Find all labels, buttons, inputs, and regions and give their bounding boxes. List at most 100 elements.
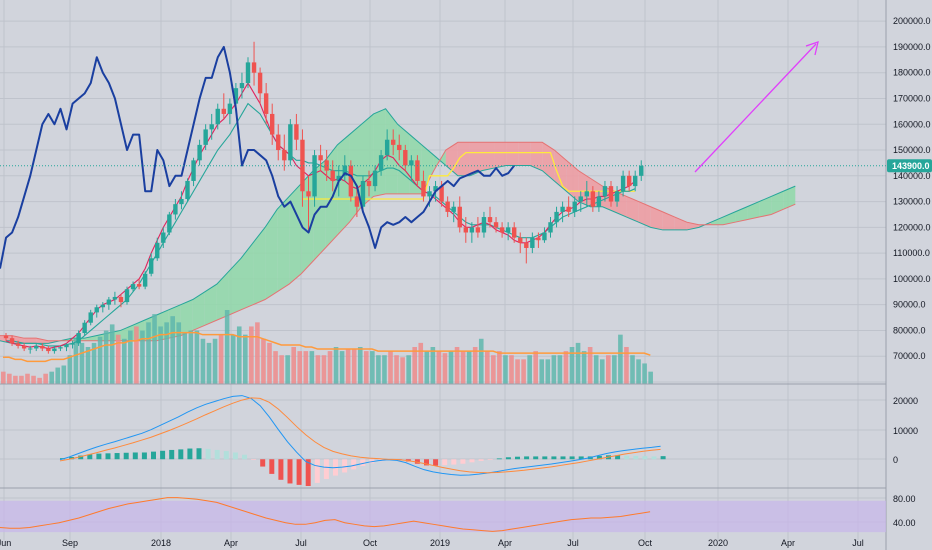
candle-body xyxy=(360,180,366,207)
candle-body xyxy=(306,191,311,197)
macd-panel xyxy=(59,395,666,486)
candle-body xyxy=(572,201,577,212)
volume-moving-average xyxy=(3,331,651,363)
volume-bar xyxy=(128,330,133,384)
candle-body xyxy=(354,196,360,207)
volume-bar xyxy=(599,359,605,384)
macd-histogram-bar xyxy=(278,459,284,480)
cloud-segment xyxy=(674,217,687,230)
candle xyxy=(155,237,160,261)
candle-body xyxy=(28,348,33,350)
cloud-segment xyxy=(277,196,290,292)
candle xyxy=(548,217,553,238)
candle-body xyxy=(487,217,493,223)
candle-body xyxy=(536,237,541,241)
time-tick-label: Jul xyxy=(295,538,307,548)
macd-histogram-bar xyxy=(542,456,548,460)
macd-histogram-bar xyxy=(232,452,238,460)
time-tick-label: 2018 xyxy=(151,538,171,548)
candle xyxy=(3,333,9,341)
candle-body xyxy=(403,150,408,166)
price-candles[interactable] xyxy=(3,41,644,354)
candle xyxy=(372,165,378,192)
volume-bar xyxy=(430,347,436,384)
candle-body xyxy=(560,206,565,212)
candle-body xyxy=(106,299,112,305)
volume-bar xyxy=(55,367,61,384)
time-tick-label: 2019 xyxy=(430,538,450,548)
cloud-segment xyxy=(710,217,723,225)
time-tick-label: Jun xyxy=(0,538,11,548)
candle xyxy=(554,206,559,228)
time-axis[interactable]: Jun Sep 2018 Apr Jul Oct 2019 Apr Jul Oct 2020 Apr J… xyxy=(0,538,864,548)
candle-body xyxy=(578,196,583,202)
volume-bar xyxy=(255,322,260,384)
macd-histogram-bar xyxy=(114,453,120,460)
volume-bar xyxy=(61,365,67,384)
time-tick-label: Jul xyxy=(852,538,864,548)
price-tick-label: 170000.0 xyxy=(893,93,931,103)
candle-body xyxy=(9,338,15,344)
volume-bar xyxy=(43,373,48,384)
macd-signal-line xyxy=(59,397,661,474)
volume-bar xyxy=(230,334,236,384)
candle-body xyxy=(518,237,523,243)
candle xyxy=(282,134,287,171)
macd-histogram-bar xyxy=(633,455,639,460)
rsi-tick-label-80: 80.00 xyxy=(893,494,916,504)
volume-bar xyxy=(158,326,163,384)
volume-bar xyxy=(497,351,502,384)
candle xyxy=(481,211,487,238)
candle-body xyxy=(493,222,499,228)
candle xyxy=(505,222,511,241)
price-axis[interactable]: 200000.0 190000.0 180000.0 170000.0 160000.0… xyxy=(893,16,931,361)
volume-bar xyxy=(539,359,545,384)
volume-bar xyxy=(472,347,478,384)
candle xyxy=(270,103,275,145)
projection-arrow[interactable] xyxy=(694,41,819,173)
cloud-segment xyxy=(216,271,229,321)
candle-body xyxy=(318,155,323,161)
volume-bar xyxy=(533,351,538,384)
candle xyxy=(560,201,565,223)
volume-bar xyxy=(339,351,345,384)
candle-body xyxy=(94,307,99,313)
price-tick-label: 200000.0 xyxy=(893,16,931,26)
cloud-segment xyxy=(650,206,663,230)
rsi-band xyxy=(0,500,886,533)
macd-histogram-bar xyxy=(223,451,229,460)
volume-bar xyxy=(545,359,551,384)
candle xyxy=(354,186,360,218)
cloud-segment xyxy=(180,299,193,336)
volume-bar xyxy=(478,338,484,384)
volume-bar xyxy=(243,334,248,384)
volume-bar xyxy=(249,326,254,384)
macd-histogram-bar xyxy=(78,455,84,460)
volume-bar xyxy=(503,355,508,384)
macd-histogram-bar xyxy=(478,459,484,461)
projection-arrow-shaft[interactable] xyxy=(694,43,817,173)
candle-body xyxy=(227,103,233,114)
candle-body xyxy=(52,348,57,352)
volume-bar xyxy=(97,336,103,384)
volume-bar xyxy=(267,342,272,384)
candle-body xyxy=(64,344,69,348)
candle xyxy=(590,186,596,212)
candle xyxy=(330,160,335,192)
volume-bar xyxy=(152,314,157,384)
time-tick-label: Oct xyxy=(363,538,378,548)
candle-body xyxy=(530,237,535,248)
candle-body xyxy=(342,165,347,176)
volume-bar xyxy=(122,338,127,384)
volume-bar xyxy=(115,334,121,384)
candle-body xyxy=(179,199,184,205)
candle-body xyxy=(451,206,456,212)
candle-body xyxy=(590,191,596,207)
macd-histogram-bar xyxy=(178,449,184,460)
volume-bar xyxy=(642,363,647,384)
candle xyxy=(578,191,583,212)
volume-bar xyxy=(551,355,557,384)
candle xyxy=(524,237,529,264)
